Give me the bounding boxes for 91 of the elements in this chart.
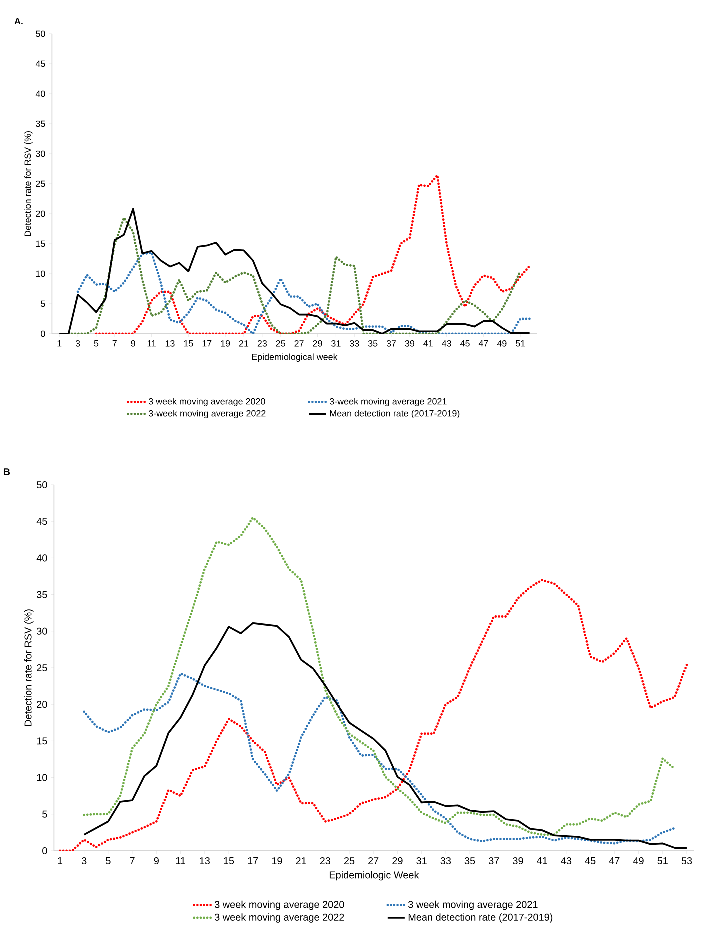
x-tick-label: 15 <box>224 858 234 864</box>
y-tick-label: 25 <box>37 664 48 672</box>
x-tick-label: 45 <box>585 858 596 864</box>
line-series <box>58 578 688 851</box>
legend-label: Mean detection rate (2017-2019) <box>408 914 552 923</box>
legend-label: Mean detection rate (2017-2019) <box>330 410 460 419</box>
x-tick-label: 1 <box>58 858 62 864</box>
x-tick-label: 53 <box>682 858 692 865</box>
y-tick-label: 50 <box>36 481 48 489</box>
x-tick-label: 23 <box>258 340 267 347</box>
y-tick-label: 40 <box>36 90 46 98</box>
x-tick-label: 25 <box>344 858 355 865</box>
x-tick-label: 31 <box>331 340 341 347</box>
x-tick-label: 7 <box>112 340 117 347</box>
y-tick-label: 20 <box>36 210 46 218</box>
y-tick-label: 30 <box>36 628 48 635</box>
y-axis-title: Detection rate for RSV (%) <box>24 610 34 726</box>
y-tick-label: 20 <box>37 701 48 708</box>
x-tick-label: 37 <box>386 340 396 347</box>
x-tick-label: 25 <box>276 340 286 347</box>
legend-label: 3-week moving average 2022 <box>148 410 266 419</box>
chart-title: A. <box>14 18 23 24</box>
x-tick-label: 33 <box>350 340 360 347</box>
y-tick-label: 0 <box>40 330 46 338</box>
x-tick-label: 39 <box>405 340 414 347</box>
x-tick-label: 19 <box>221 340 230 347</box>
x-tick-label: 17 <box>202 340 212 347</box>
y-tick-label: 5 <box>42 810 48 818</box>
y-tick-label: 35 <box>36 120 46 128</box>
line-series <box>83 516 676 836</box>
y-tick-label: 10 <box>37 774 48 782</box>
legend-label: 3-week moving average 2021 <box>330 398 447 407</box>
legend-label: 3 week moving average 2020 <box>214 900 344 910</box>
y-tick-label: 45 <box>36 60 46 68</box>
x-tick-label: 41 <box>536 858 548 864</box>
x-tick-label: 39 <box>512 858 524 865</box>
x-tick-label: 51 <box>516 340 526 347</box>
x-tick-label: 41 <box>424 340 433 347</box>
x-tick-label: 47 <box>478 340 488 347</box>
y-tick-label: 15 <box>37 738 48 745</box>
x-tick-label: 23 <box>320 858 330 865</box>
x-tick-label: 31 <box>416 858 427 865</box>
x-tick-label: 21 <box>239 340 248 347</box>
x-tick-label: 35 <box>368 340 378 347</box>
y-tick-label: 5 <box>40 300 46 308</box>
y-tick-label: 35 <box>36 591 48 598</box>
x-tick-label: 15 <box>184 340 194 347</box>
legend-label: 3 week moving average 2022 <box>214 914 344 923</box>
x-tick-label: 3 <box>76 340 80 347</box>
x-tick-label: 17 <box>248 858 258 864</box>
x-tick-label: 49 <box>497 340 507 347</box>
x-tick-label: 11 <box>176 858 186 864</box>
x-tick-label: 27 <box>368 858 379 864</box>
x-tick-label: 27 <box>294 340 304 347</box>
x-tick-label: 37 <box>488 858 500 865</box>
x-tick-label: 45 <box>460 340 470 347</box>
x-tick-label: 1 <box>58 340 62 347</box>
y-tick-label: 50 <box>36 30 46 38</box>
x-tick-label: 11 <box>148 340 156 347</box>
x-tick-label: 29 <box>392 858 403 865</box>
x-tick-label: 49 <box>633 858 644 865</box>
x-tick-label: 3 <box>82 858 87 865</box>
y-tick-label: 15 <box>36 240 46 248</box>
y-tick-label: 45 <box>36 518 48 526</box>
x-tick-label: 43 <box>442 340 452 347</box>
x-tick-label: 13 <box>200 858 210 865</box>
x-tick-label: 9 <box>131 340 136 347</box>
x-tick-label: 33 <box>440 858 451 865</box>
x-tick-label: 47 <box>609 858 620 864</box>
x-tick-label: 7 <box>130 858 135 864</box>
x-tick-label: 29 <box>313 340 322 347</box>
y-tick-label: 25 <box>36 180 46 188</box>
x-tick-label: 5 <box>94 340 98 347</box>
x-axis-title: Epidemiologic Week <box>330 871 420 881</box>
y-tick-label: 30 <box>36 150 46 158</box>
x-tick-label: 19 <box>272 858 282 865</box>
x-tick-label: 5 <box>106 858 111 864</box>
legend-label: 3 week moving average 2020 <box>148 398 266 407</box>
y-tick-label: 40 <box>36 554 48 562</box>
x-axis-title: Epidemiological week <box>252 354 338 362</box>
y-tick-label: 10 <box>36 270 46 278</box>
x-tick-label: 9 <box>154 858 159 865</box>
x-tick-label: 13 <box>166 340 175 347</box>
x-tick-label: 51 <box>658 858 668 864</box>
y-axis-title: Detection rate for RSV (%) <box>24 131 33 236</box>
x-tick-label: 35 <box>464 858 476 865</box>
y-tick-label: 0 <box>42 847 48 855</box>
chart-title: B <box>4 468 10 476</box>
x-tick-label: 43 <box>561 858 572 865</box>
legend-label: 3 week moving average 2021 <box>408 900 538 910</box>
x-tick-label: 21 <box>296 858 306 864</box>
